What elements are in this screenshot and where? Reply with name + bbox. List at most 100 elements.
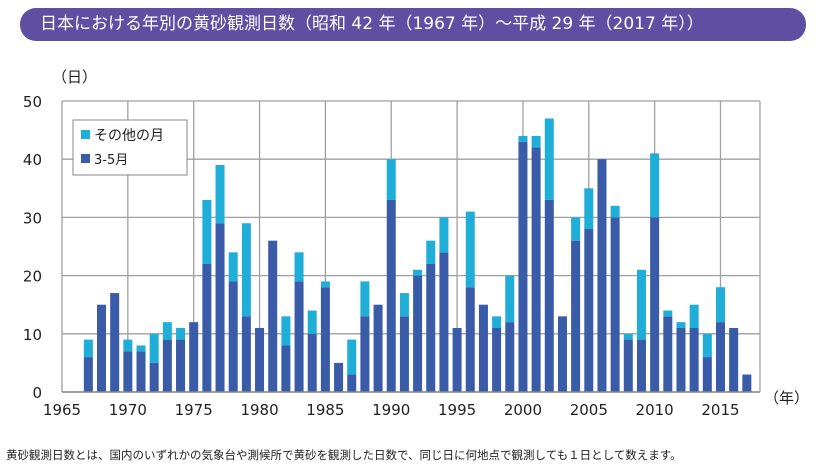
bar-spring-1970 bbox=[123, 351, 133, 392]
x-tick-label: 2005 bbox=[570, 401, 608, 419]
bar-spring-1989 bbox=[373, 304, 383, 392]
y-tick-label: 0 bbox=[32, 384, 42, 402]
bar-spring-1994 bbox=[439, 252, 449, 392]
legend-swatch-spring bbox=[81, 154, 90, 163]
x-tick-label: 1975 bbox=[175, 401, 213, 419]
bar-other-2000 bbox=[518, 135, 528, 142]
bar-spring-2008 bbox=[623, 339, 633, 392]
bar-other-1982 bbox=[281, 316, 291, 346]
bar-other-1985 bbox=[320, 281, 330, 288]
x-tick-label: 2010 bbox=[636, 401, 674, 419]
bar-spring-2013 bbox=[689, 327, 699, 392]
bar-spring-1977 bbox=[215, 223, 225, 392]
bar-other-1976 bbox=[202, 199, 212, 264]
y-tick-label: 50 bbox=[23, 93, 42, 111]
bar-spring-2012 bbox=[676, 327, 686, 392]
bar-spring-2000 bbox=[518, 141, 528, 392]
bar-spring-2005 bbox=[584, 229, 594, 392]
x-tick-label: 1980 bbox=[240, 401, 278, 419]
bar-spring-2009 bbox=[636, 339, 646, 392]
bar-other-2008 bbox=[623, 333, 633, 340]
bar-other-2013 bbox=[689, 304, 699, 328]
bar-other-1991 bbox=[399, 293, 409, 317]
bar-spring-1992 bbox=[413, 275, 423, 392]
x-axis-label: （年） bbox=[764, 389, 809, 407]
bar-other-1998 bbox=[492, 316, 502, 328]
x-tick-label: 1965 bbox=[43, 401, 81, 419]
bar-spring-1968 bbox=[97, 304, 107, 392]
axes: 0 10 20 30 40 50 1965 1970 1975 1980 1985 1990 1995 2… bbox=[23, 93, 760, 419]
bar-other-1972 bbox=[149, 333, 159, 363]
bar-other-1983 bbox=[294, 252, 304, 282]
chart-title: 日本における年別の黄砂観測日数（昭和 42 年（1967 年）～平成 29 年（… bbox=[20, 8, 806, 41]
bar-spring-1999 bbox=[505, 322, 515, 392]
legend-swatch-other-months bbox=[81, 130, 90, 139]
bar-other-1990 bbox=[386, 159, 396, 200]
bar-spring-1969 bbox=[110, 293, 120, 392]
bar-spring-1981 bbox=[268, 240, 278, 392]
bar-spring-1974 bbox=[176, 339, 186, 392]
x-tick-label: 2000 bbox=[504, 401, 542, 419]
bar-other-1993 bbox=[426, 240, 436, 264]
bar-other-2014 bbox=[702, 333, 712, 358]
bar-other-1977 bbox=[215, 165, 225, 224]
x-tick-label: 1990 bbox=[372, 401, 410, 419]
x-tick-label: 1970 bbox=[109, 401, 147, 419]
bar-other-1996 bbox=[465, 211, 475, 288]
bar-spring-1972 bbox=[149, 362, 159, 392]
legend-label-spring: 3-5月 bbox=[94, 153, 128, 168]
bars bbox=[83, 118, 752, 392]
bar-spring-1979 bbox=[241, 316, 251, 392]
bar-other-2011 bbox=[663, 310, 673, 317]
bar-spring-1997 bbox=[478, 304, 488, 392]
footnote: 黄砂観測日数とは、国内のいずれかの気象台や測候所で黄砂を観測した日数で、同じ日に… bbox=[6, 448, 682, 462]
bar-spring-1980 bbox=[255, 327, 265, 392]
bar-spring-1995 bbox=[452, 327, 462, 392]
bar-spring-1988 bbox=[360, 316, 370, 392]
bar-other-1967 bbox=[83, 339, 93, 358]
bar-spring-2002 bbox=[544, 199, 554, 392]
bar-other-2007 bbox=[610, 205, 620, 218]
bar-spring-1983 bbox=[294, 281, 304, 392]
bar-spring-1978 bbox=[228, 281, 238, 392]
x-tick-label: 2015 bbox=[701, 401, 739, 419]
bar-spring-1991 bbox=[399, 316, 409, 392]
y-tick-label: 30 bbox=[23, 209, 42, 227]
bar-spring-1976 bbox=[202, 263, 212, 392]
bar-spring-1973 bbox=[162, 339, 172, 392]
bar-other-1988 bbox=[360, 281, 370, 317]
bar-spring-2006 bbox=[597, 159, 607, 392]
bar-spring-2011 bbox=[663, 316, 673, 392]
bar-spring-1984 bbox=[307, 333, 317, 392]
bar-other-2002 bbox=[544, 118, 554, 200]
bar-spring-1998 bbox=[492, 327, 502, 392]
bar-spring-1990 bbox=[386, 199, 396, 392]
legend: その他の月 3-5月 bbox=[72, 119, 188, 176]
bar-other-1970 bbox=[123, 339, 133, 352]
bar-spring-2003 bbox=[557, 316, 567, 392]
bar-other-2004 bbox=[571, 217, 581, 241]
bar-spring-2001 bbox=[531, 147, 541, 392]
bar-other-2005 bbox=[584, 188, 594, 230]
bar-other-2001 bbox=[531, 135, 541, 148]
bar-other-1987 bbox=[347, 339, 357, 375]
bar-spring-2014 bbox=[702, 357, 712, 392]
bar-other-2010 bbox=[650, 153, 660, 218]
bar-other-1974 bbox=[176, 327, 186, 340]
bar-spring-1985 bbox=[320, 287, 330, 392]
bar-spring-2016 bbox=[729, 327, 739, 392]
bar-spring-2010 bbox=[650, 217, 660, 392]
bar-spring-2007 bbox=[610, 217, 620, 392]
y-tick-label: 20 bbox=[23, 268, 42, 286]
bar-spring-1996 bbox=[465, 287, 475, 392]
bar-spring-1982 bbox=[281, 345, 291, 392]
bar-other-2009 bbox=[636, 269, 646, 340]
bar-spring-2017 bbox=[742, 374, 752, 392]
bar-other-1999 bbox=[505, 275, 515, 323]
bar-spring-1975 bbox=[189, 322, 199, 392]
bar-spring-1993 bbox=[426, 263, 436, 392]
bar-other-1973 bbox=[162, 322, 172, 340]
bar-other-1978 bbox=[228, 252, 238, 282]
y-tick-label: 10 bbox=[23, 326, 42, 344]
